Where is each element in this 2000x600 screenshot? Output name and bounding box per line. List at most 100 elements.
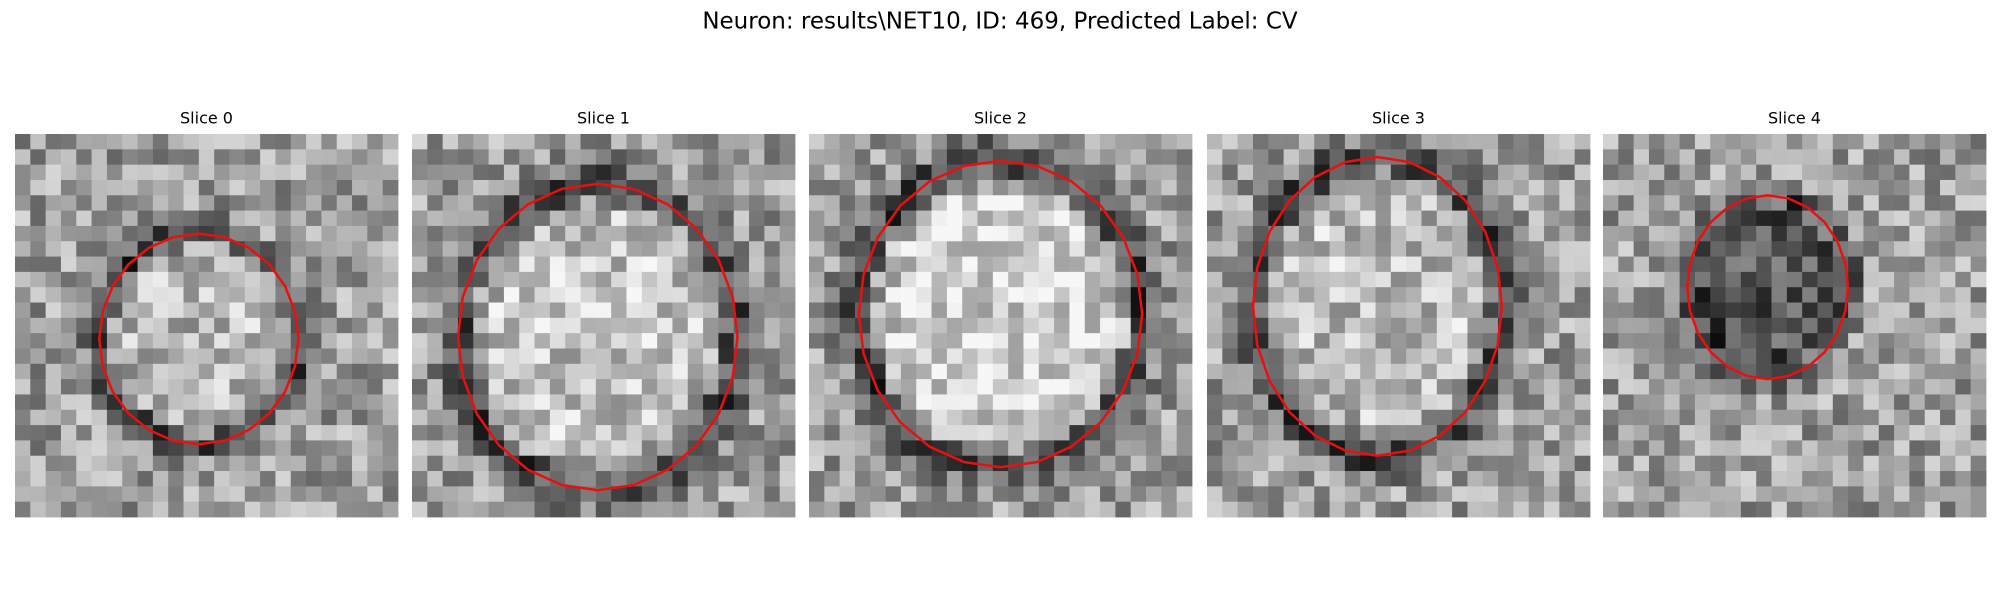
pixel bbox=[1467, 471, 1484, 487]
pixel bbox=[1452, 225, 1468, 242]
pixel bbox=[412, 195, 428, 211]
pixel bbox=[1710, 471, 1726, 487]
pixel bbox=[1237, 363, 1254, 380]
pixel bbox=[733, 440, 750, 457]
pixel bbox=[626, 287, 643, 303]
pixel bbox=[76, 287, 92, 303]
pixel bbox=[1054, 333, 1070, 349]
pixel bbox=[60, 363, 77, 380]
pixel bbox=[1207, 486, 1223, 503]
pixel bbox=[1084, 348, 1101, 365]
pixel bbox=[152, 471, 169, 487]
pixel bbox=[1648, 287, 1665, 303]
pixel bbox=[641, 409, 658, 426]
pixel bbox=[595, 179, 612, 196]
pixel bbox=[977, 394, 994, 411]
pixel bbox=[992, 394, 1009, 411]
pixel bbox=[1970, 440, 1987, 457]
pixel bbox=[595, 409, 612, 426]
pixel bbox=[1115, 271, 1132, 288]
pixel bbox=[1740, 149, 1757, 166]
pixel bbox=[1069, 164, 1086, 181]
pixel bbox=[1283, 271, 1300, 288]
pixel bbox=[427, 394, 444, 411]
pixel bbox=[198, 195, 215, 211]
pixel bbox=[1498, 317, 1514, 334]
pixel bbox=[183, 195, 200, 211]
pixel bbox=[1023, 287, 1040, 303]
pixel bbox=[1848, 425, 1864, 441]
pixel bbox=[76, 271, 92, 288]
pixel bbox=[1544, 287, 1560, 303]
pixel bbox=[824, 195, 841, 211]
pixel bbox=[1633, 164, 1650, 181]
pixel bbox=[595, 210, 612, 227]
pixel bbox=[1329, 302, 1346, 319]
pixel bbox=[595, 455, 612, 472]
pixel bbox=[1406, 363, 1422, 380]
pixel bbox=[703, 440, 719, 457]
pixel bbox=[1222, 317, 1239, 334]
pixel bbox=[1909, 287, 1926, 303]
pixel bbox=[1298, 363, 1315, 380]
pixel bbox=[1161, 179, 1178, 196]
pixel bbox=[1283, 302, 1300, 319]
pixel bbox=[336, 455, 353, 472]
pixel bbox=[15, 486, 31, 503]
pixel bbox=[168, 363, 184, 380]
pixel bbox=[1618, 149, 1635, 166]
pixel bbox=[1222, 333, 1239, 349]
pixel bbox=[214, 379, 230, 395]
pixel bbox=[1252, 210, 1269, 227]
pixel bbox=[1559, 394, 1576, 411]
pixel bbox=[1161, 302, 1178, 319]
pixel bbox=[45, 333, 62, 349]
pixel bbox=[1176, 149, 1193, 166]
pixel bbox=[565, 471, 581, 487]
pixel bbox=[1603, 225, 1619, 242]
pixel bbox=[76, 210, 92, 227]
pixel bbox=[611, 455, 627, 472]
pixel bbox=[137, 210, 154, 227]
pixel bbox=[549, 379, 566, 395]
pixel bbox=[854, 379, 871, 395]
pixel bbox=[1603, 271, 1619, 288]
pixel bbox=[1421, 134, 1438, 150]
pixel bbox=[275, 164, 292, 181]
pixel bbox=[1146, 379, 1162, 395]
pixel bbox=[519, 149, 535, 166]
pixel bbox=[1421, 409, 1438, 426]
pixel bbox=[1329, 394, 1346, 411]
pixel bbox=[352, 271, 368, 288]
pixel bbox=[214, 363, 230, 380]
pixel bbox=[1802, 302, 1818, 319]
pixel bbox=[672, 333, 689, 349]
pixel bbox=[733, 271, 750, 288]
pixel bbox=[1725, 348, 1742, 365]
pixel bbox=[382, 363, 399, 380]
pixel bbox=[1008, 302, 1024, 319]
pixel bbox=[1482, 164, 1499, 181]
pixel bbox=[1161, 134, 1178, 150]
pixel bbox=[1023, 179, 1040, 196]
pixel bbox=[1832, 409, 1849, 426]
pixel bbox=[1970, 394, 1987, 411]
pixel bbox=[1633, 409, 1650, 426]
pixel bbox=[1832, 333, 1849, 349]
pixel bbox=[1924, 471, 1941, 487]
pixel bbox=[534, 179, 551, 196]
pixel bbox=[244, 271, 261, 288]
pixel bbox=[764, 179, 781, 196]
pixel bbox=[764, 149, 781, 166]
pixel bbox=[1084, 271, 1101, 288]
pixel bbox=[1360, 241, 1376, 257]
pixel bbox=[76, 333, 92, 349]
pixel bbox=[1633, 455, 1650, 472]
pixel bbox=[321, 164, 338, 181]
pixel bbox=[1023, 256, 1040, 273]
pixel bbox=[1955, 394, 1972, 411]
pixel bbox=[977, 164, 994, 181]
pixel bbox=[412, 149, 428, 166]
pixel bbox=[962, 287, 978, 303]
pixel bbox=[641, 363, 658, 380]
